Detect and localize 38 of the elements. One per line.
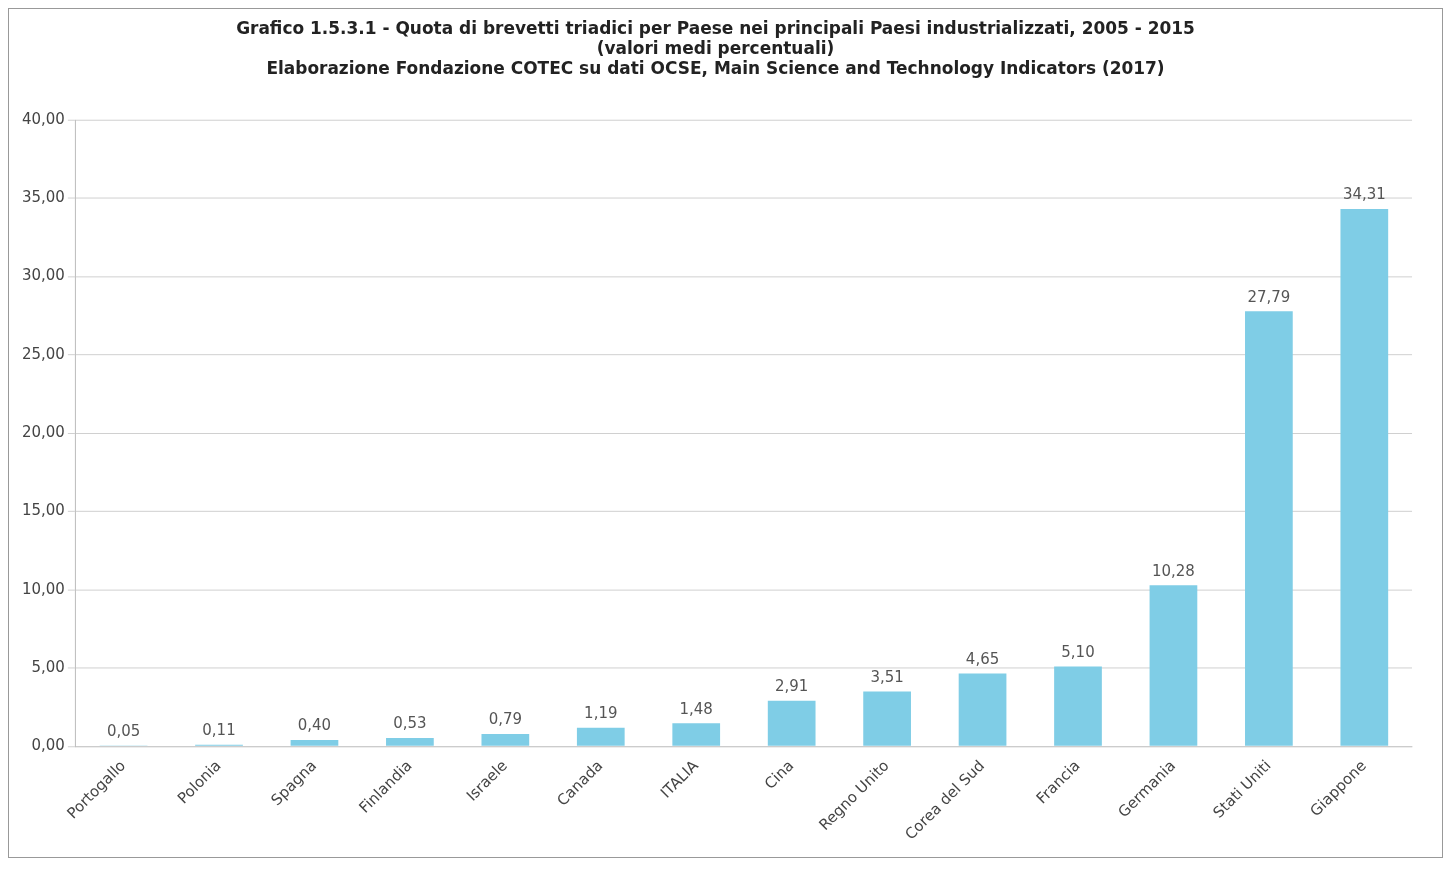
y-tick-label: 20,00 [21, 423, 65, 442]
bar [958, 673, 1007, 746]
data-label: 4,65 [965, 649, 1000, 668]
bar [386, 738, 434, 746]
data-label: 34,31 [1342, 185, 1386, 204]
text: Elaborazione Fondazione COTEC su dati OCSE, Main Science and Technology Indicators (2017) [266, 58, 1165, 79]
y-tick-label: 40,00 [21, 109, 65, 128]
data-label: 10,28 [1152, 561, 1195, 580]
bar [290, 740, 339, 746]
data-label: 0,11 [202, 721, 236, 740]
data-label: 0,40 [297, 716, 332, 735]
y-tick-label: 15,00 [21, 501, 65, 520]
chart-subtitle: (valori medi percentuali) [596, 37, 835, 58]
bar [863, 691, 911, 746]
bar [672, 723, 721, 746]
bar [767, 700, 816, 746]
data-label: 0,05 [106, 721, 141, 740]
chart-title: Grafico 1.5.3.1 - Quota di brevetti triadici per Paese nei principali Paesi industrializzati, 2005 - 2015 [236, 17, 1195, 38]
bar [576, 727, 625, 746]
bar [1054, 666, 1102, 746]
bar [481, 733, 530, 746]
bar [1149, 585, 1198, 746]
bar [1340, 209, 1389, 746]
data-label: 1,48 [679, 699, 713, 718]
y-tick-label: 5,00 [31, 657, 65, 676]
y-tick-label: 30,00 [21, 266, 65, 285]
data-label: 0,53 [393, 714, 427, 733]
data-label: 2,91 [774, 677, 809, 696]
data-label: 0,79 [488, 710, 523, 729]
data-label: 27,79 [1247, 287, 1291, 306]
data-label: 5,10 [1061, 642, 1095, 661]
y-tick-label: 35,00 [21, 188, 65, 207]
y-tick-label: 10,00 [21, 579, 65, 598]
data-label: 3,51 [870, 667, 904, 686]
y-tick-label: 0,00 [31, 736, 65, 755]
bar [1245, 311, 1293, 746]
y-tick-label: 25,00 [21, 344, 65, 363]
data-label: 1,19 [584, 704, 618, 723]
